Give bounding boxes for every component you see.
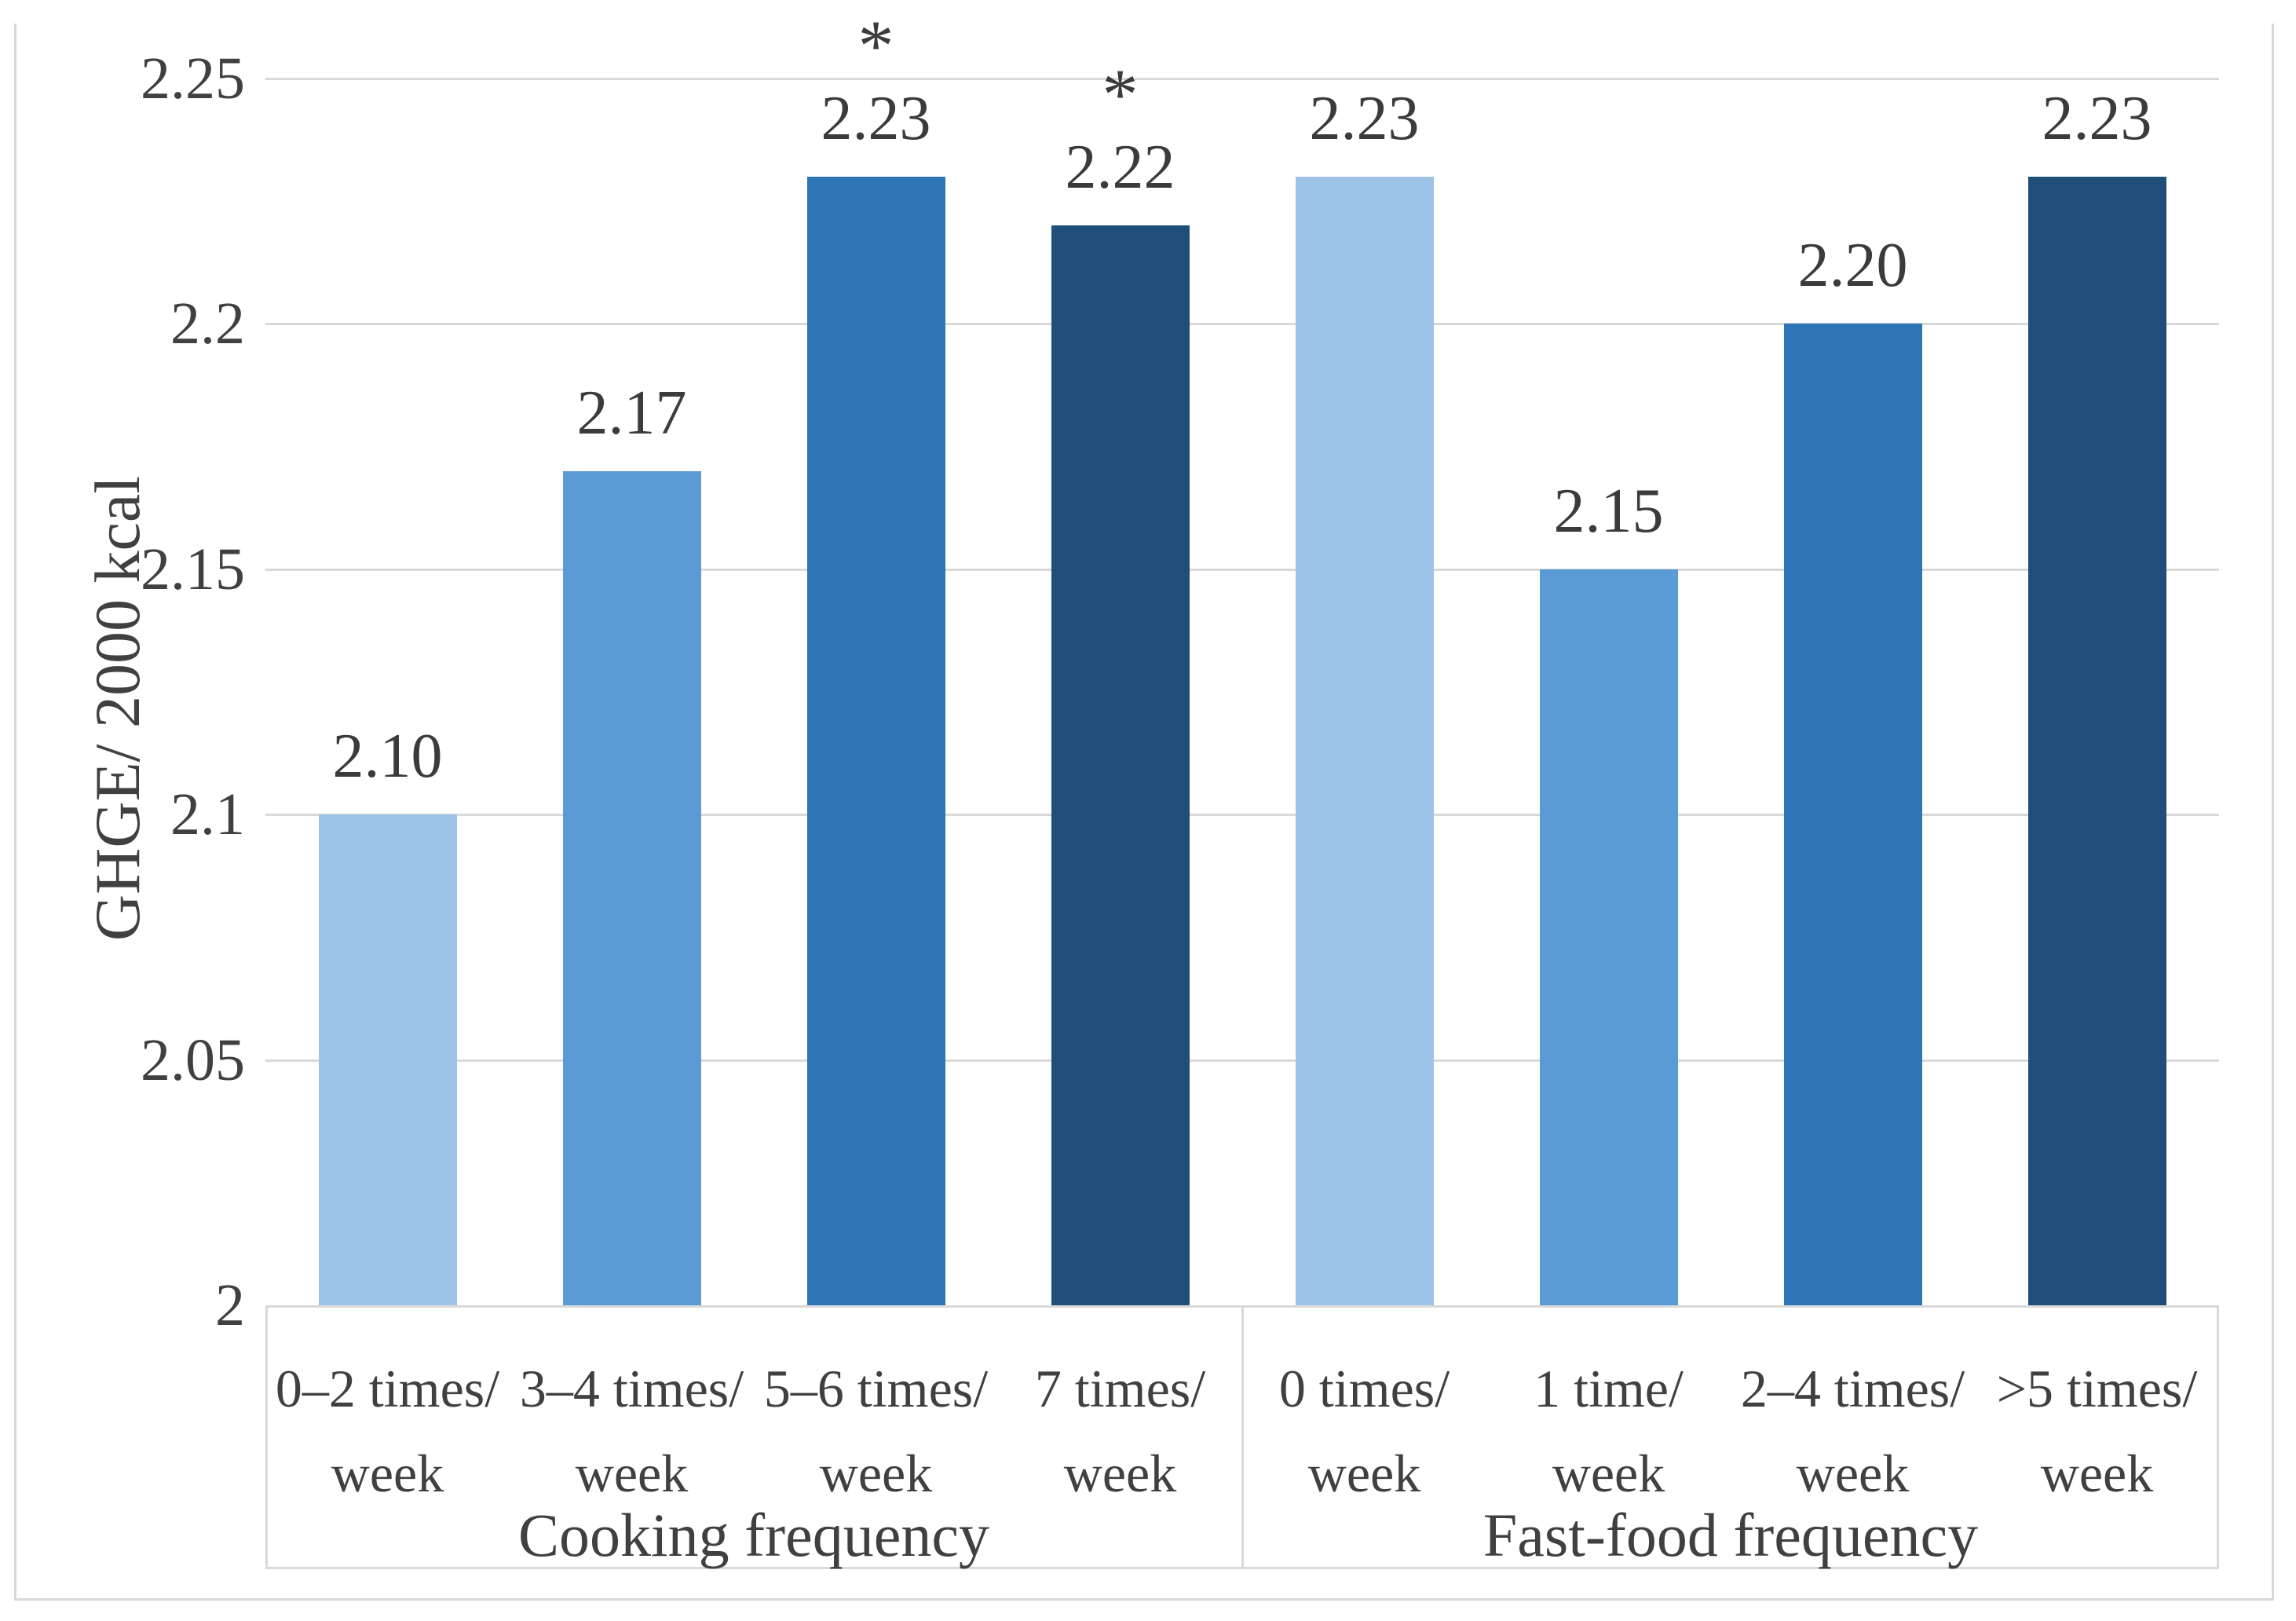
y-tick-label: 2.05 bbox=[141, 1026, 245, 1093]
gridline bbox=[265, 323, 2219, 326]
bar bbox=[562, 470, 701, 1305]
bar bbox=[1051, 225, 1190, 1305]
bar bbox=[318, 814, 457, 1305]
bar bbox=[1539, 569, 1678, 1305]
category-label: 0–2 times/ week bbox=[275, 1359, 500, 1503]
y-tick-label: 2.2 bbox=[170, 291, 245, 357]
category-label: 0 times/ week bbox=[1278, 1359, 1450, 1503]
bar-value-label: 2.22 bbox=[1065, 133, 1175, 203]
bar-value-label: 2.17 bbox=[576, 378, 687, 448]
group-label: Cooking frequency bbox=[517, 1501, 989, 1569]
bar-value-label: 2.15 bbox=[1553, 476, 1664, 546]
gridline bbox=[265, 1059, 2219, 1062]
category-label: 1 time/ week bbox=[1534, 1359, 1684, 1503]
group-label: Fast-food frequency bbox=[1483, 1501, 1979, 1569]
category-label: 3–4 times/ week bbox=[519, 1359, 744, 1503]
bar bbox=[1783, 324, 1922, 1305]
figure-border bbox=[14, 24, 2274, 1601]
bar-value-label: 2.23 bbox=[1309, 83, 1420, 153]
category-label: 5–6 times/ week bbox=[763, 1359, 989, 1503]
gridline bbox=[265, 78, 2219, 80]
significance-asterisk: * bbox=[857, 5, 894, 86]
gridline bbox=[265, 814, 2219, 817]
group-divider bbox=[1241, 1305, 1244, 1569]
category-label: 7 times/ week bbox=[1034, 1359, 1206, 1503]
y-tick-label: 2.1 bbox=[170, 781, 245, 848]
y-axis-title: GHGE/ 2000 kcal bbox=[82, 475, 153, 942]
gridline bbox=[265, 568, 2219, 571]
bar bbox=[1295, 176, 1434, 1305]
category-label: 2–4 times/ week bbox=[1740, 1359, 1965, 1503]
y-tick-label: 2 bbox=[215, 1272, 245, 1338]
bar-value-label: 2.23 bbox=[2042, 83, 2152, 153]
y-tick-label: 2.15 bbox=[141, 536, 245, 602]
category-label: >5 times/ week bbox=[1996, 1359, 2198, 1503]
bar bbox=[2027, 176, 2166, 1305]
bar-value-label: 2.23 bbox=[821, 83, 931, 153]
significance-asterisk: * bbox=[1102, 54, 1139, 135]
y-tick-label: 2.25 bbox=[141, 46, 245, 112]
bar-value-label: 2.20 bbox=[1797, 231, 1908, 301]
bar-value-label: 2.10 bbox=[332, 722, 443, 792]
bar bbox=[806, 176, 945, 1305]
